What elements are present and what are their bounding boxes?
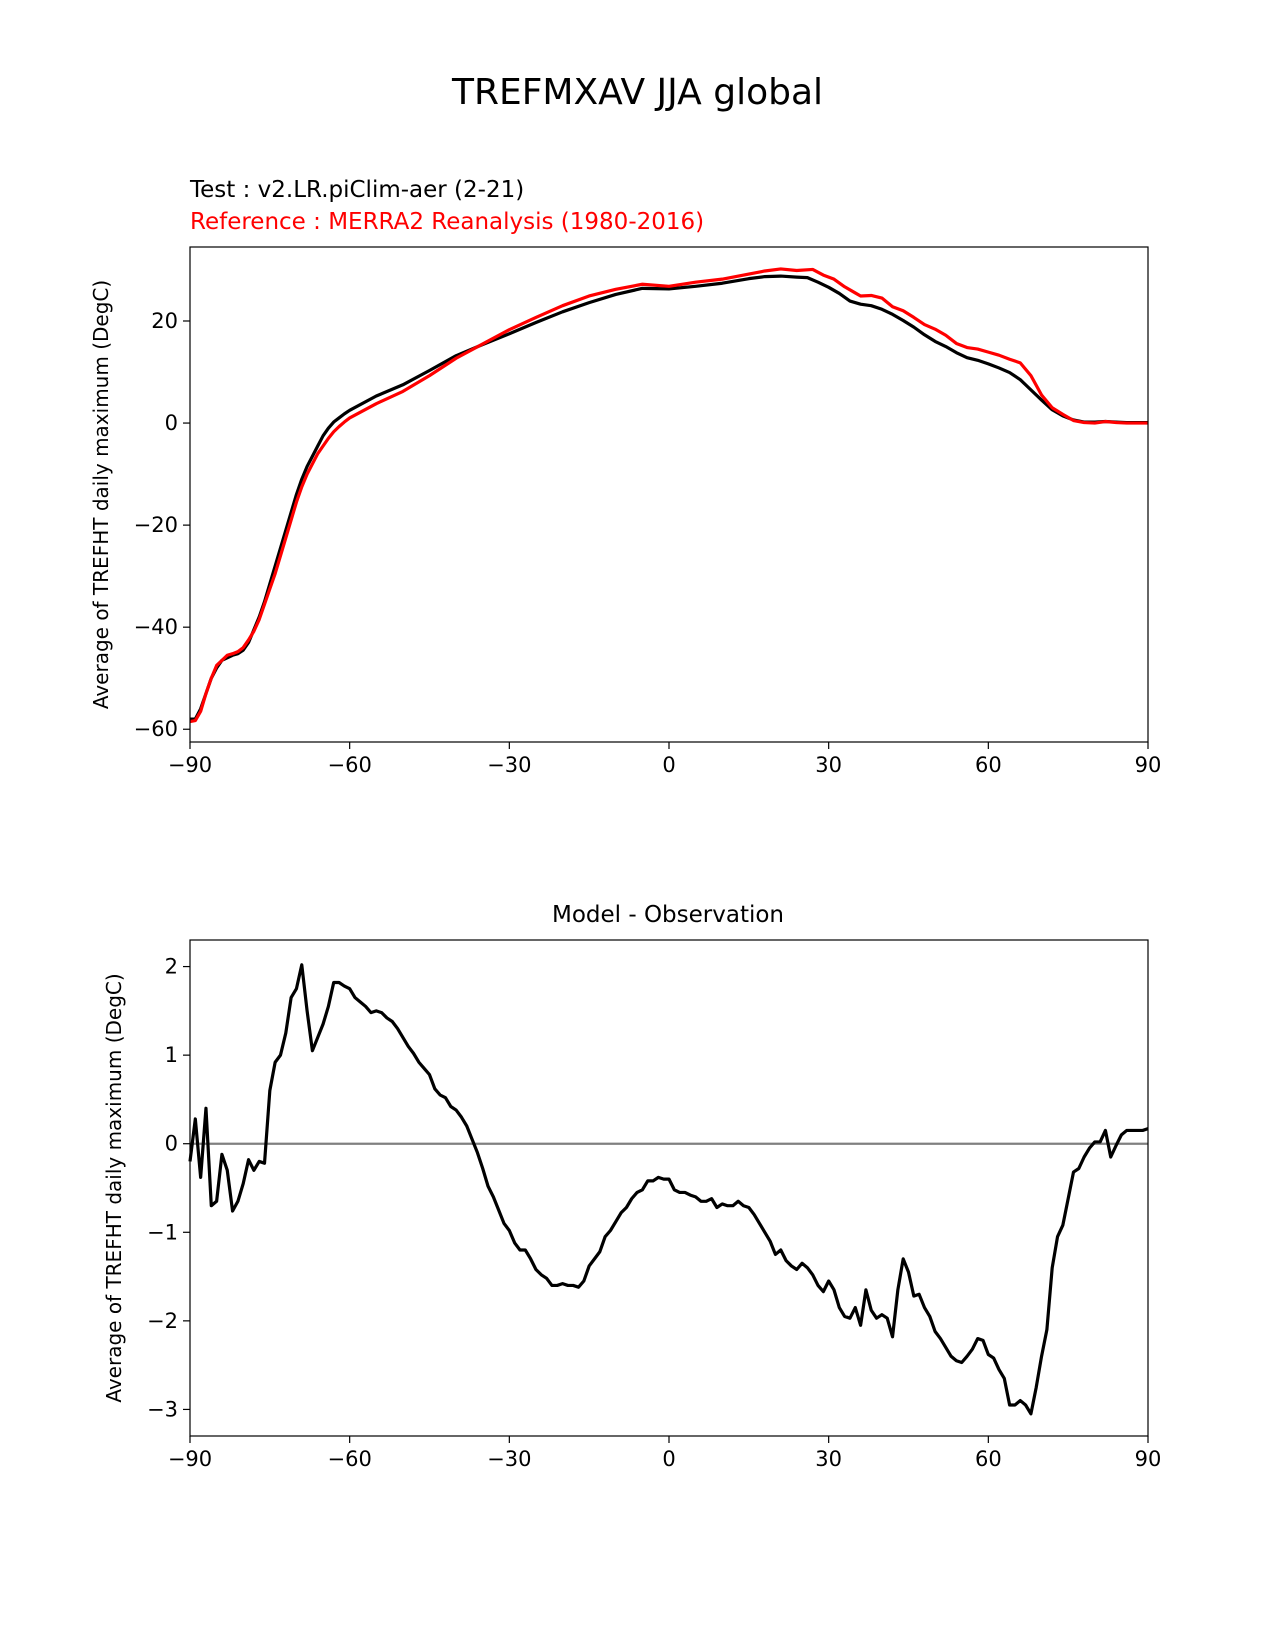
y-tick-label: −1 — [147, 1220, 178, 1244]
y-tick-label: −3 — [147, 1397, 178, 1421]
x-tick-label: 90 — [1135, 1447, 1162, 1471]
y-tick-label: −2 — [147, 1309, 178, 1333]
bottom-chart-title: Model - Observation — [552, 902, 784, 928]
y-tick-label: −20 — [134, 513, 178, 537]
x-tick-label: 60 — [975, 753, 1002, 777]
y-tick-label: 1 — [165, 1043, 178, 1067]
figure-title: TREFMXAV JJA global — [451, 72, 824, 113]
y-tick-label: −40 — [134, 615, 178, 639]
top-axis-ticks: −90 −60 −30 0 30 60 90 −60 −40 −20 0 20 — [134, 309, 1162, 777]
top-chart: Test : v2.LR.piClim-aer (2-21) Reference… — [89, 177, 1161, 777]
x-tick-label: 30 — [815, 753, 842, 777]
top-y-axis-label: Average of TREFHT daily maximum (DegC) — [89, 280, 113, 709]
x-tick-label: 30 — [815, 1447, 842, 1471]
y-tick-label: 0 — [165, 411, 178, 435]
top-series-lines — [189, 267, 1148, 724]
bottom-chart: Model - Observation Average of TREFHT da… — [102, 902, 1161, 1471]
x-tick-label: −60 — [328, 753, 372, 777]
y-tick-label: −60 — [134, 717, 178, 741]
x-tick-label: 0 — [662, 1447, 675, 1471]
bottom-series-lines — [188, 963, 1149, 1416]
x-tick-label: −90 — [168, 1447, 212, 1471]
difference-series-line — [188, 963, 1149, 1416]
x-tick-label: −90 — [168, 753, 212, 777]
test-series-line — [190, 274, 1148, 721]
bottom-plot-frame — [189, 939, 1149, 1437]
y-tick-label: 2 — [165, 955, 178, 979]
x-tick-label: −30 — [487, 753, 531, 777]
reference-label: Reference : MERRA2 Reanalysis (1980-2016… — [190, 209, 704, 235]
bottom-y-axis-label: Average of TREFHT daily maximum (DegC) — [102, 973, 126, 1402]
y-tick-label: 0 — [165, 1132, 178, 1156]
test-label: Test : v2.LR.piClim-aer (2-21) — [189, 177, 524, 203]
y-tick-label: 20 — [151, 309, 178, 333]
reference-series-line — [189, 267, 1148, 724]
top-plot-frame — [189, 246, 1149, 743]
x-tick-label: 90 — [1135, 753, 1162, 777]
x-tick-label: −30 — [487, 1447, 531, 1471]
bottom-axis-ticks: −90 −60 −30 0 30 60 90 −3 −2 −1 0 1 2 — [147, 955, 1161, 1471]
x-tick-label: −60 — [328, 1447, 372, 1471]
x-tick-label: 60 — [975, 1447, 1002, 1471]
x-tick-label: 0 — [662, 753, 675, 777]
